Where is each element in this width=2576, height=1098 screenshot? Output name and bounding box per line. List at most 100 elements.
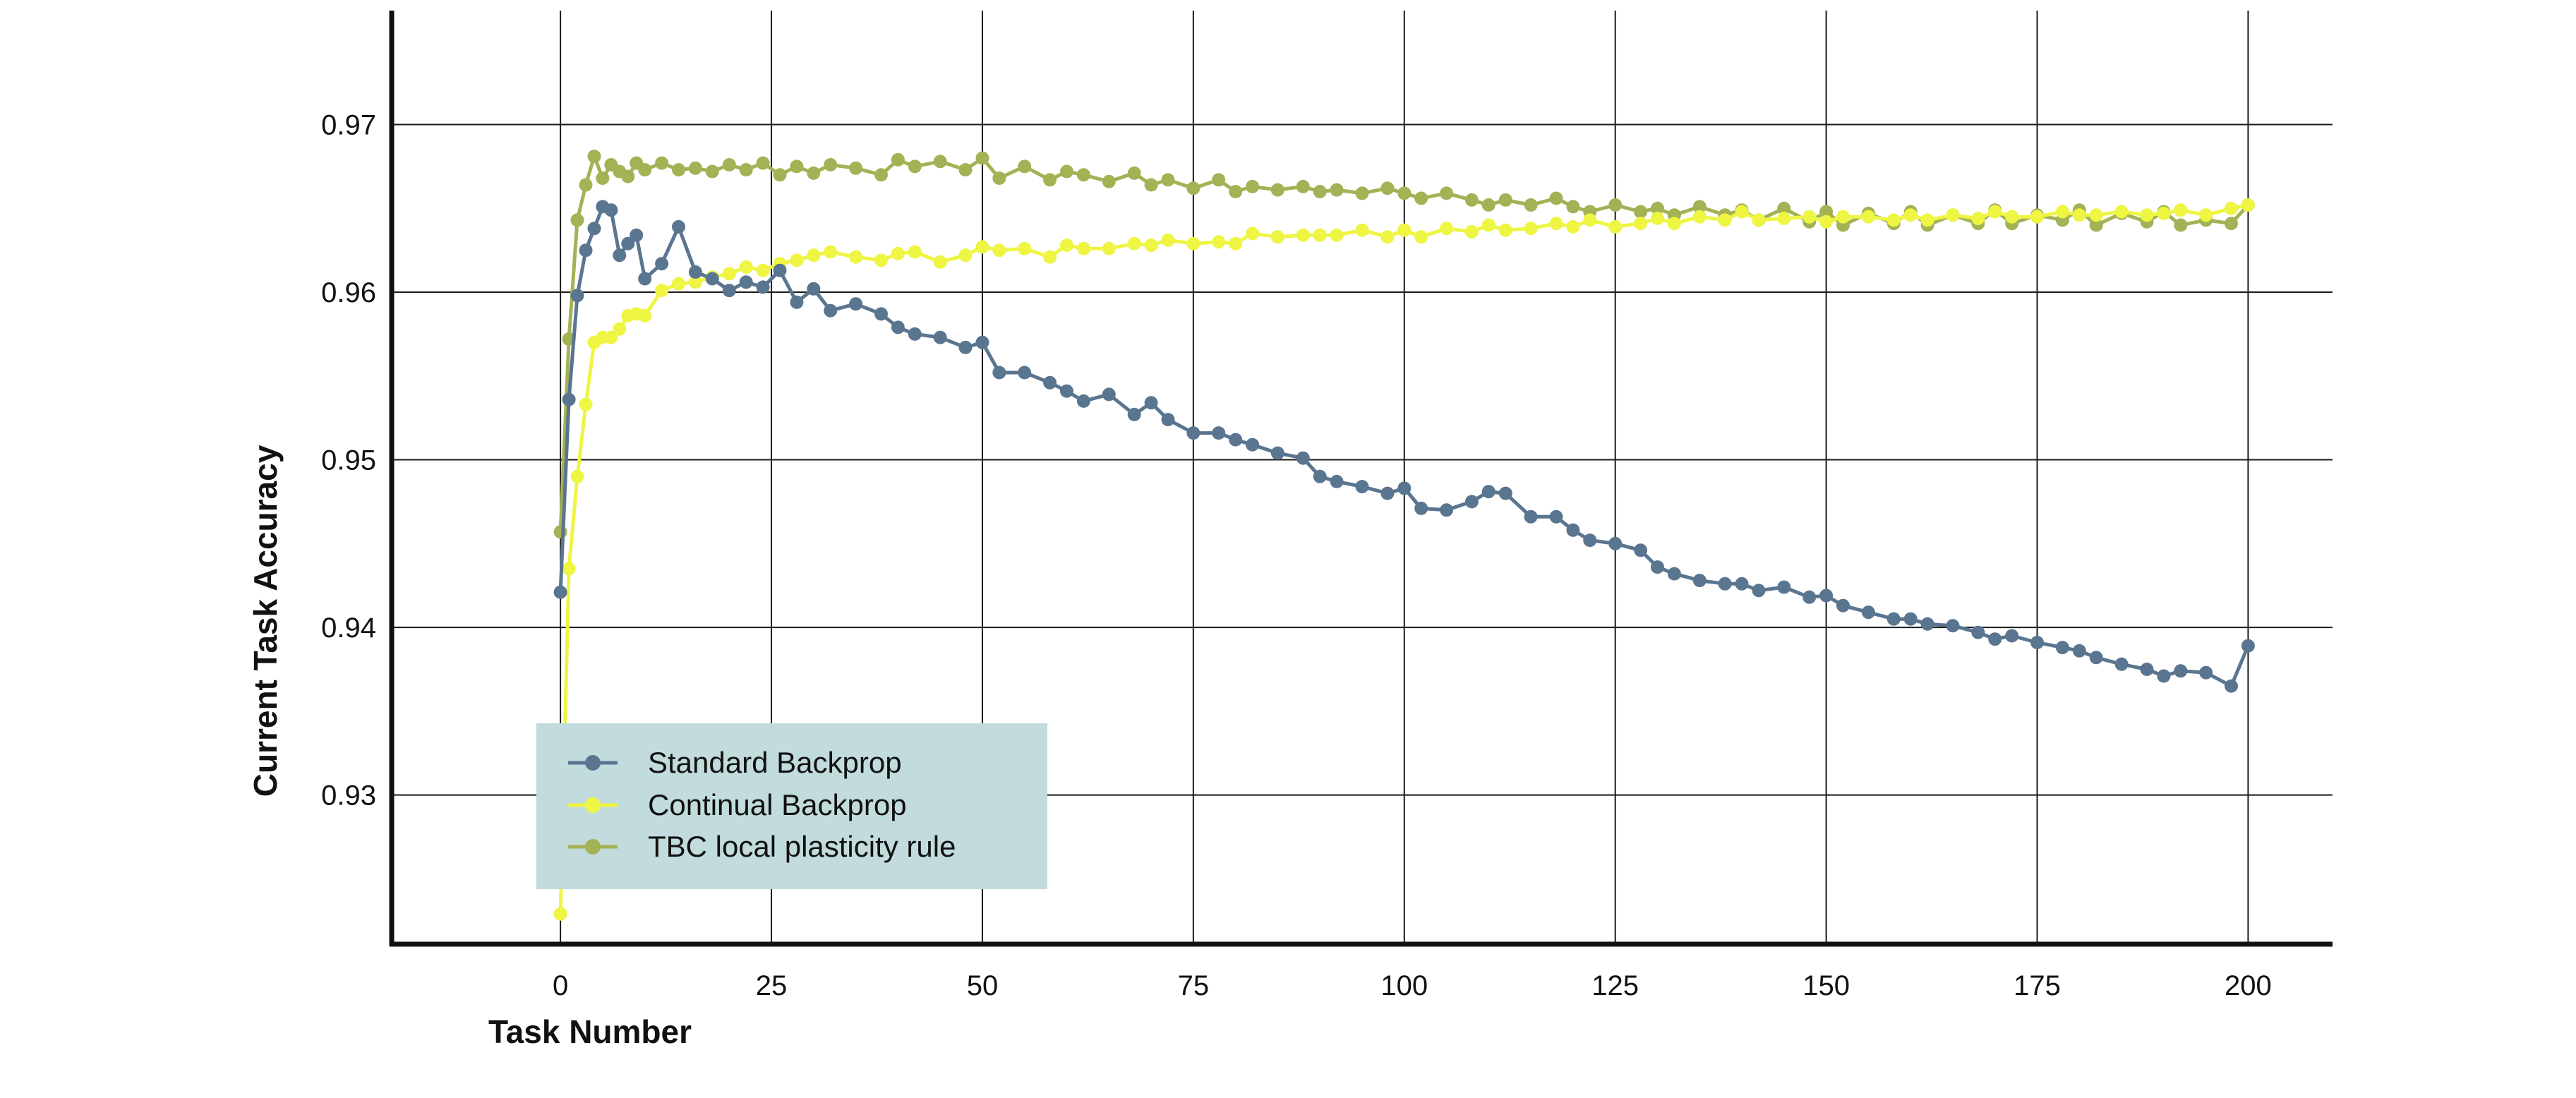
data-point-standard-backprop bbox=[807, 282, 821, 296]
data-point-standard-backprop bbox=[1651, 560, 1664, 574]
data-point-tbc-local-plasticity-rule bbox=[790, 159, 804, 174]
legend-label-standard-backprop: Standard Backprop bbox=[648, 746, 902, 779]
data-point-standard-backprop bbox=[790, 295, 804, 309]
data-point-standard-backprop bbox=[1836, 598, 1850, 613]
data-point-standard-backprop bbox=[1752, 584, 1766, 598]
data-point-tbc-local-plasticity-rule bbox=[1692, 200, 1707, 214]
data-point-tbc-local-plasticity-rule bbox=[1330, 183, 1344, 197]
data-point-standard-backprop bbox=[1018, 366, 1032, 380]
data-point-tbc-local-plasticity-rule bbox=[992, 171, 1006, 185]
y-tick-label: 0.95 bbox=[321, 445, 376, 476]
data-point-standard-backprop bbox=[1667, 567, 1681, 581]
data-point-continual-backprop bbox=[1481, 218, 1495, 232]
data-point-tbc-local-plasticity-rule bbox=[739, 163, 753, 177]
legend-box bbox=[536, 723, 1047, 889]
data-point-continual-backprop bbox=[638, 308, 652, 322]
data-point-continual-backprop bbox=[2089, 208, 2103, 222]
data-point-continual-backprop bbox=[1313, 228, 1327, 242]
data-point-continual-backprop bbox=[1692, 210, 1707, 224]
data-point-tbc-local-plasticity-rule bbox=[1102, 174, 1116, 188]
data-point-tbc-local-plasticity-rule bbox=[722, 158, 736, 171]
data-point-continual-backprop bbox=[1946, 208, 1960, 222]
data-point-continual-backprop bbox=[824, 245, 838, 259]
data-point-standard-backprop bbox=[1212, 426, 1226, 440]
data-point-continual-backprop bbox=[1920, 213, 1934, 227]
data-point-standard-backprop bbox=[1246, 438, 1260, 452]
data-point-tbc-local-plasticity-rule bbox=[1229, 185, 1243, 198]
data-point-standard-backprop bbox=[849, 297, 863, 311]
data-point-tbc-local-plasticity-rule bbox=[1464, 193, 1479, 207]
data-point-continual-backprop bbox=[1161, 233, 1175, 247]
data-point-continual-backprop bbox=[1144, 239, 1158, 252]
data-point-continual-backprop bbox=[1414, 230, 1428, 244]
data-point-continual-backprop bbox=[1397, 223, 1412, 237]
data-point-tbc-local-plasticity-rule bbox=[1498, 193, 1512, 207]
data-point-standard-backprop bbox=[1296, 451, 1310, 465]
y-axis-title: Current Task Accuracy bbox=[247, 445, 284, 797]
data-point-standard-backprop bbox=[570, 289, 584, 303]
x-tick-label: 175 bbox=[2014, 970, 2061, 1001]
data-point-tbc-local-plasticity-rule bbox=[1313, 185, 1327, 198]
data-point-standard-backprop bbox=[2225, 679, 2238, 693]
data-point-tbc-local-plasticity-rule bbox=[1634, 205, 1648, 219]
data-point-standard-backprop bbox=[1861, 605, 1875, 620]
data-point-continual-backprop bbox=[2140, 208, 2154, 222]
legend-item-tbc-local-plasticity: TBC local plasticity rule bbox=[568, 830, 956, 863]
data-point-continual-backprop bbox=[1270, 230, 1284, 244]
data-point-standard-backprop bbox=[2005, 629, 2019, 643]
data-point-continual-backprop bbox=[849, 250, 863, 264]
data-point-tbc-local-plasticity-rule bbox=[2089, 218, 2103, 232]
data-point-standard-backprop bbox=[1583, 533, 1597, 548]
data-point-continual-backprop bbox=[1018, 241, 1032, 255]
data-point-continual-backprop bbox=[2199, 208, 2213, 222]
data-point-standard-backprop bbox=[773, 263, 787, 277]
data-point-standard-backprop bbox=[638, 272, 652, 286]
data-point-standard-backprop bbox=[1903, 612, 1918, 626]
data-point-standard-backprop bbox=[2157, 669, 2171, 683]
data-point-continual-backprop bbox=[1246, 227, 1260, 241]
data-point-tbc-local-plasticity-rule bbox=[1161, 173, 1175, 187]
x-tick-label: 25 bbox=[756, 970, 788, 1001]
data-point-tbc-local-plasticity-rule bbox=[2225, 217, 2238, 231]
data-point-standard-backprop bbox=[1161, 413, 1175, 427]
data-point-continual-backprop bbox=[579, 397, 593, 411]
data-point-standard-backprop bbox=[1498, 486, 1512, 500]
data-point-tbc-local-plasticity-rule bbox=[807, 166, 821, 180]
data-point-standard-backprop bbox=[2055, 641, 2069, 655]
data-point-standard-backprop bbox=[908, 327, 922, 341]
data-point-standard-backprop bbox=[630, 228, 644, 242]
data-point-standard-backprop bbox=[1397, 481, 1412, 495]
data-point-standard-backprop bbox=[1634, 543, 1648, 557]
data-point-standard-backprop bbox=[1355, 480, 1369, 494]
data-point-tbc-local-plasticity-rule bbox=[1414, 191, 1428, 205]
data-point-standard-backprop bbox=[1464, 495, 1479, 509]
data-point-continual-backprop bbox=[756, 263, 770, 277]
data-point-continual-backprop bbox=[2030, 210, 2044, 224]
data-point-standard-backprop bbox=[975, 335, 989, 349]
y-tick-label: 0.93 bbox=[321, 780, 376, 812]
data-point-standard-backprop bbox=[824, 303, 838, 318]
data-point-standard-backprop bbox=[1549, 509, 1563, 524]
y-tick-label: 0.97 bbox=[321, 110, 376, 141]
data-point-continual-backprop bbox=[2072, 208, 2086, 222]
x-tick-label: 0 bbox=[553, 970, 568, 1001]
data-point-standard-backprop bbox=[874, 307, 888, 321]
data-point-tbc-local-plasticity-rule bbox=[1440, 186, 1454, 200]
x-tick-label: 150 bbox=[1802, 970, 1850, 1001]
data-point-continual-backprop bbox=[975, 240, 989, 254]
x-tick-label: 125 bbox=[1591, 970, 1639, 1001]
y-tick-label: 0.96 bbox=[321, 277, 376, 308]
data-point-continual-backprop bbox=[2241, 198, 2255, 212]
data-point-standard-backprop bbox=[1988, 632, 2002, 646]
data-point-continual-backprop bbox=[655, 284, 669, 298]
data-point-continual-backprop bbox=[1186, 236, 1200, 251]
data-point-tbc-local-plasticity-rule bbox=[570, 213, 584, 227]
axes bbox=[389, 11, 2333, 947]
data-point-tbc-local-plasticity-rule bbox=[824, 158, 838, 171]
data-point-tbc-local-plasticity-rule bbox=[596, 171, 610, 185]
data-point-standard-backprop bbox=[2089, 651, 2103, 665]
data-point-tbc-local-plasticity-rule bbox=[1397, 186, 1412, 200]
data-point-standard-backprop bbox=[1127, 407, 1141, 421]
data-point-tbc-local-plasticity-rule bbox=[1186, 181, 1200, 195]
